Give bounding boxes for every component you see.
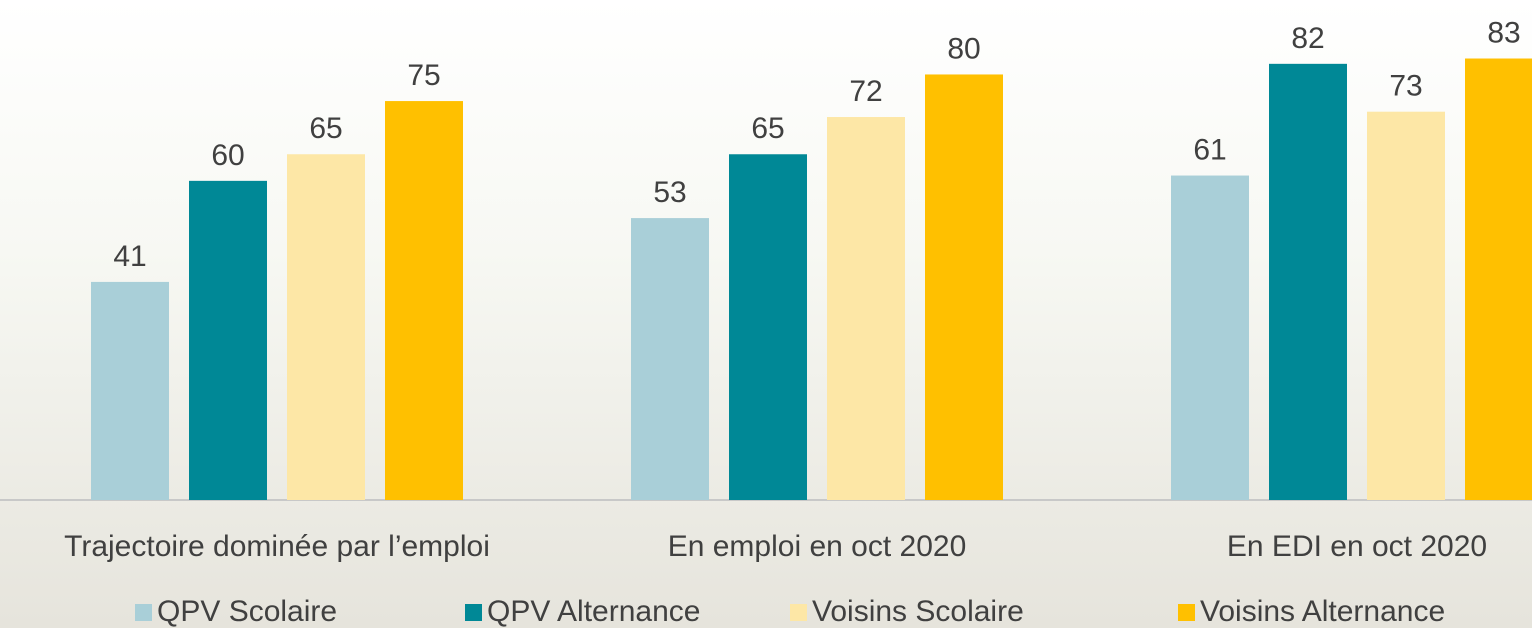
bar [1367,111,1445,501]
legend-swatch [135,604,152,621]
value-label: 83 [1487,16,1520,49]
x-tick-label: En emploi en oct 2020 [668,530,967,563]
bar [385,101,463,500]
value-label: 72 [849,75,882,108]
value-label: 75 [407,59,440,92]
bar [729,154,807,501]
value-label: 65 [309,112,342,145]
bar [287,154,365,501]
value-label: 80 [947,32,980,65]
bar [631,218,709,500]
x-tick-label: Trajectoire dominée par l’emploi [64,530,490,563]
value-label: 73 [1389,70,1422,103]
value-label: 65 [751,112,784,145]
legend-label: Voisins Alternance [1200,595,1445,628]
legend-swatch [790,604,807,621]
value-label: 53 [653,176,686,209]
bar [1269,63,1347,501]
legend-swatch [465,604,482,621]
legend-swatch [1178,604,1195,621]
value-label: 60 [211,139,244,172]
value-label: 41 [113,240,146,273]
bar [1465,58,1532,500]
bar [925,74,1003,501]
legend-label: QPV Scolaire [157,595,337,628]
x-tick-label: En EDI en oct 2020 [1227,530,1487,563]
value-label: 61 [1193,133,1226,166]
bar [91,281,169,500]
bar [1171,175,1249,500]
bar [189,180,267,500]
legend-label: QPV Alternance [487,595,700,628]
legend-label: Voisins Scolaire [812,595,1024,628]
bar [827,117,905,501]
value-label: 82 [1291,22,1324,55]
